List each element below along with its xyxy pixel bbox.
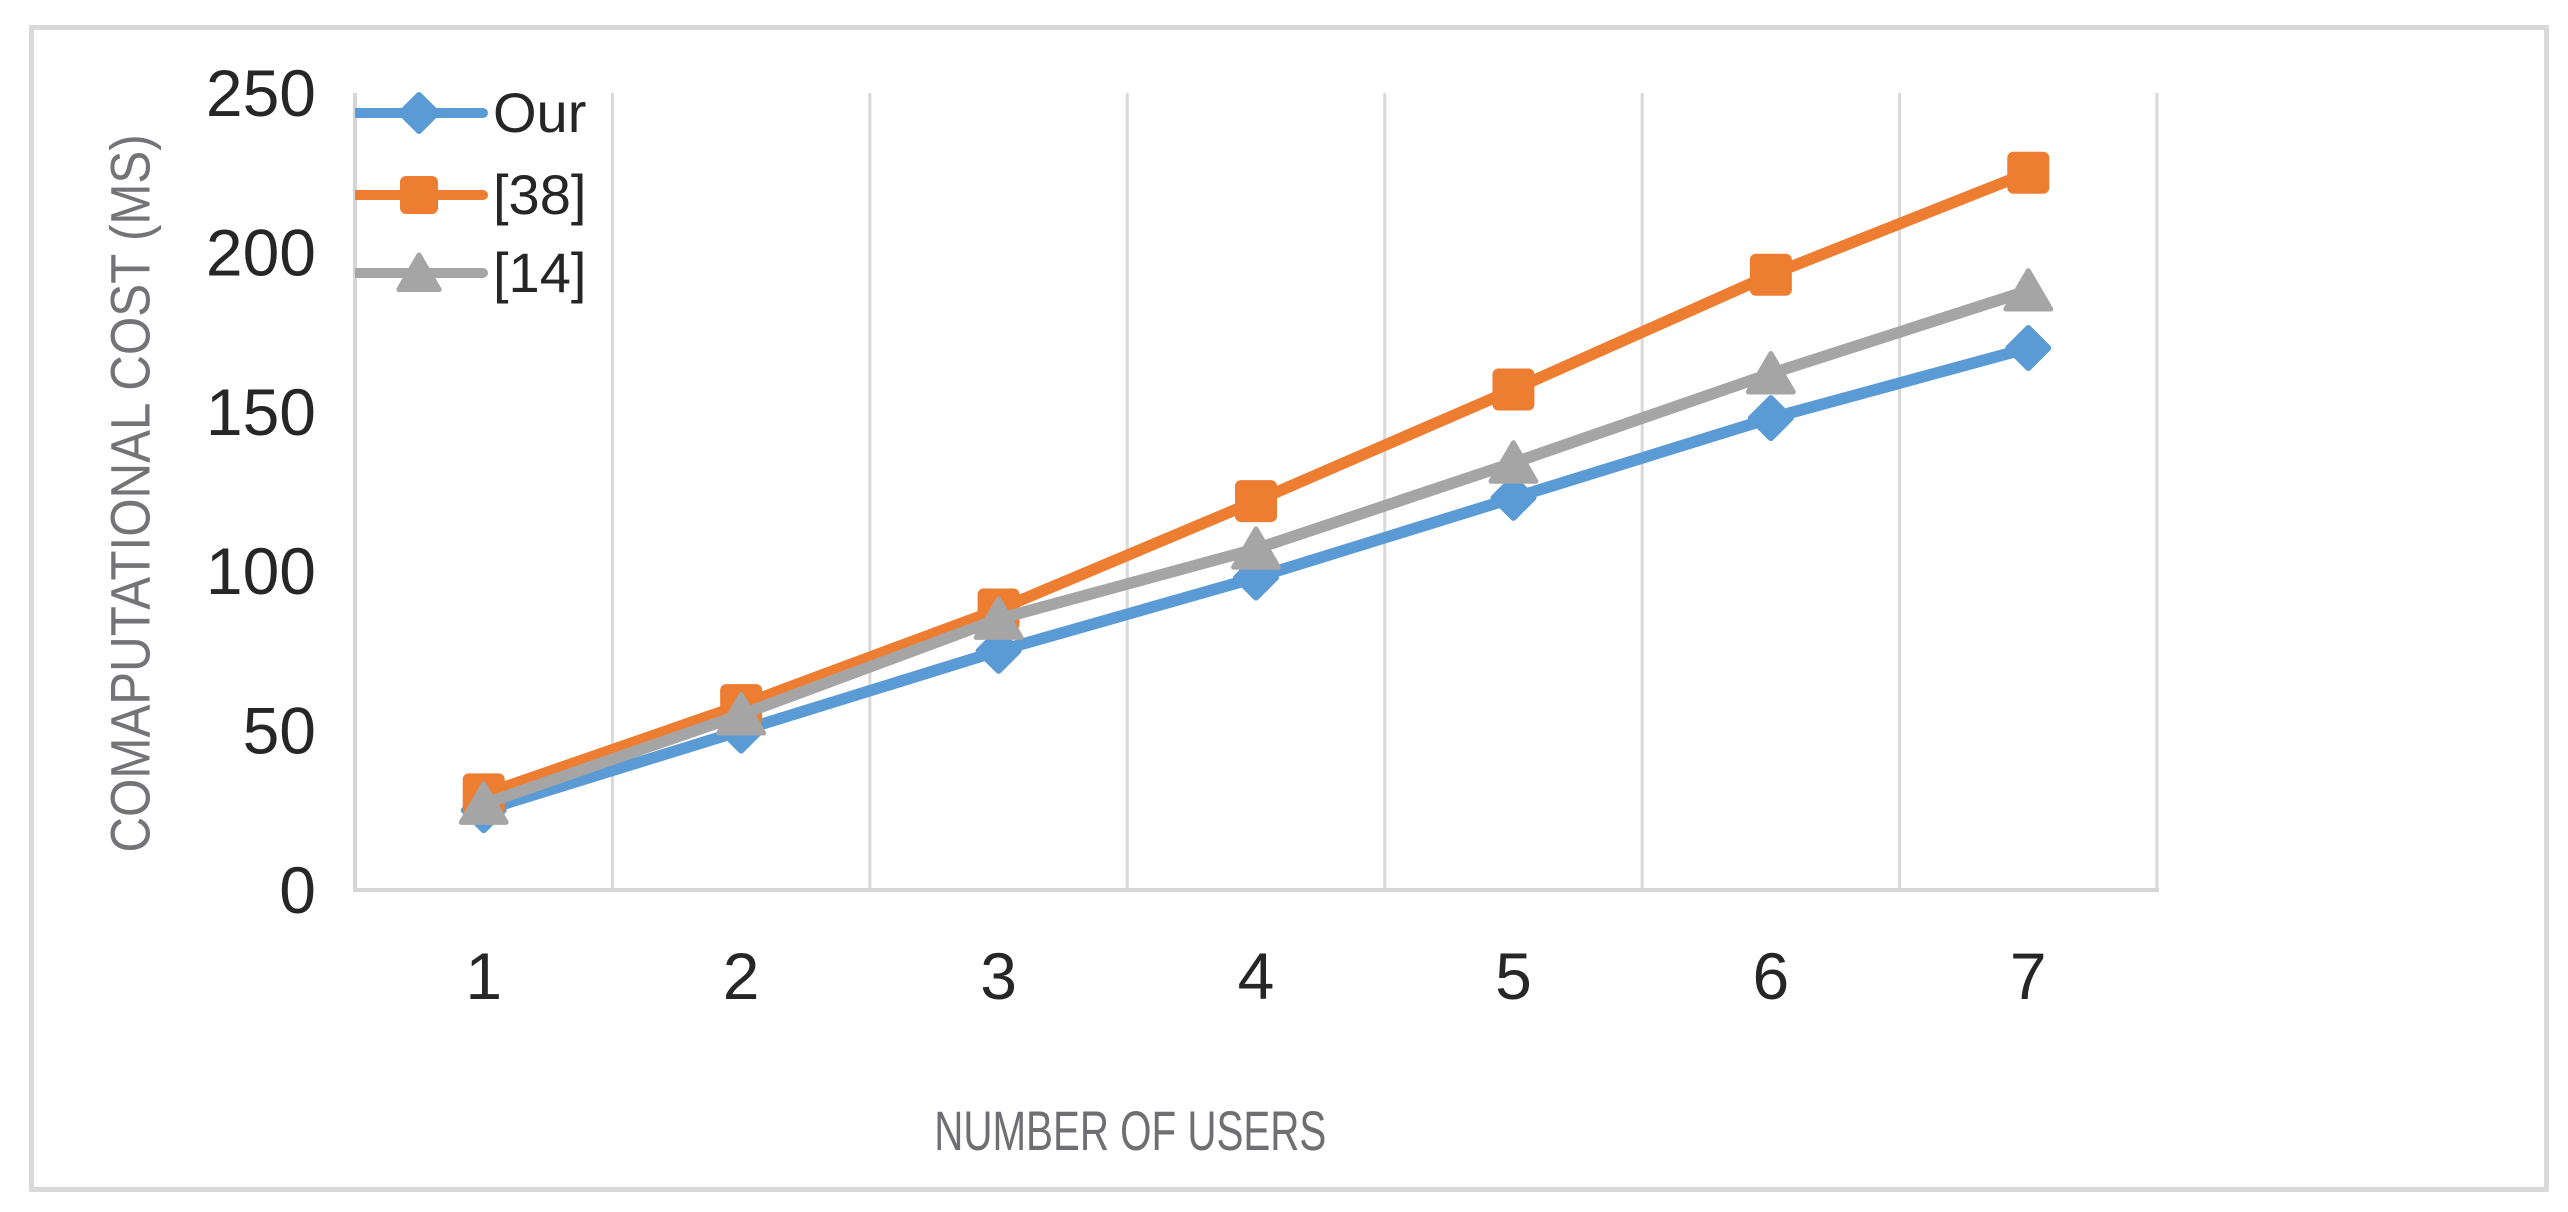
series-3-point-6 <box>1745 351 1796 395</box>
legend-marker-diamond-icon <box>355 92 488 134</box>
x-tick-label-2: 2 <box>723 939 760 1013</box>
y-tick-label-150: 150 <box>206 375 316 449</box>
series-3-point-2 <box>716 692 767 736</box>
x-axis-title: NUMBER OF USERS <box>730 1098 1530 1163</box>
series-3-point-7 <box>2003 268 2054 312</box>
legend-marker-square-icon <box>355 176 488 214</box>
series-2-point-4 <box>1235 480 1277 523</box>
chart-card <box>29 25 2549 1192</box>
x-tick-label-4: 4 <box>1238 939 1275 1013</box>
legend-item-38: [38] <box>355 165 586 225</box>
y-axis-title-text: COMAPUTATIONAL COST (MS) <box>98 134 162 853</box>
x-axis-title-text: NUMBER OF USERS <box>933 1099 1327 1162</box>
legend-marker-triangle-icon <box>355 252 488 293</box>
x-tick-label-6: 6 <box>1752 939 1789 1013</box>
y-tick-label-50: 50 <box>243 694 316 768</box>
series-3-point-1 <box>458 781 509 825</box>
x-tick-label-5: 5 <box>1495 939 1532 1013</box>
y-tick-label-250: 250 <box>206 56 316 130</box>
series-3-point-4 <box>1231 526 1281 570</box>
series-1-point-5 <box>1490 474 1537 521</box>
series-2-point-7 <box>2007 151 2050 194</box>
y-tick-label-0: 0 <box>279 853 316 927</box>
y-tick-label-200: 200 <box>206 215 316 289</box>
series-1-point-7 <box>2005 325 2052 372</box>
series-3-point-3 <box>973 596 1024 640</box>
legend-marker-shape <box>398 92 440 134</box>
legend-item-our: Our <box>355 83 586 143</box>
legend-label-our: Our <box>493 81 587 144</box>
series-3-point-5 <box>1488 440 1539 484</box>
y-tick-label-100: 100 <box>206 534 316 608</box>
series-2-point-6 <box>1749 253 1792 296</box>
x-tick-label-1: 1 <box>465 939 502 1013</box>
legend-label-38: [38] <box>493 163 587 226</box>
x-tick-label-3: 3 <box>980 939 1017 1013</box>
legend-marker-shape <box>396 252 442 293</box>
x-tick-label-7: 7 <box>2010 939 2047 1013</box>
series-2-point-5 <box>1492 368 1535 411</box>
legend-item-14: [14] <box>355 243 586 303</box>
series-1-point-3 <box>975 627 1022 674</box>
series-1-point-6 <box>1747 395 1794 442</box>
legend-label-14: [14] <box>493 241 587 304</box>
legend-marker-shape <box>400 176 438 214</box>
